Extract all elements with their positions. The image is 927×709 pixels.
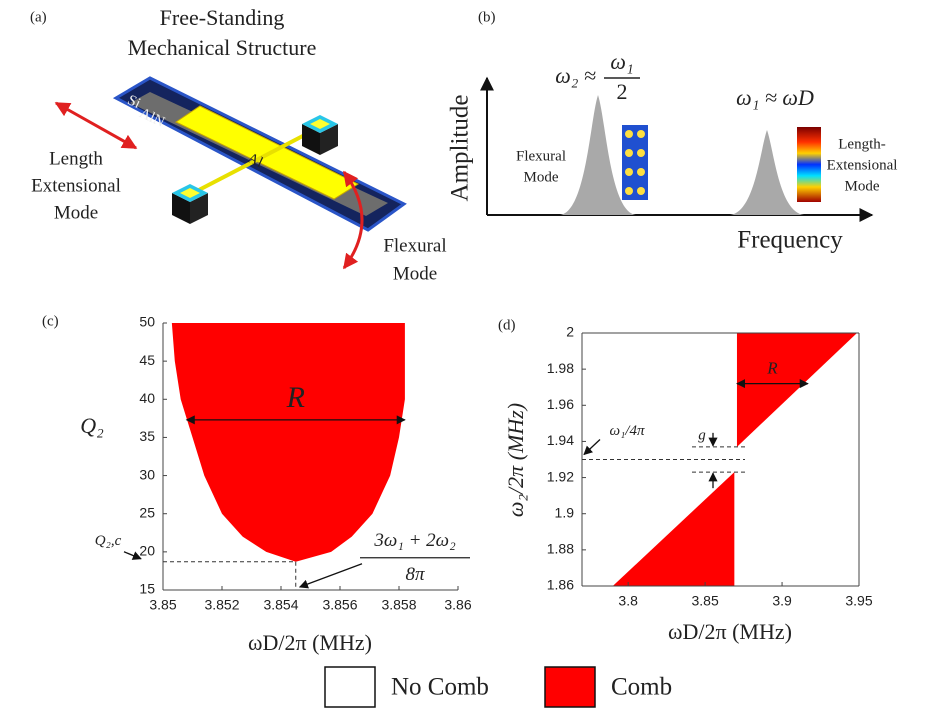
y-tick-label: 1.88 bbox=[547, 541, 574, 557]
x-tick-label: 3.852 bbox=[204, 597, 239, 613]
layer-label: Al bbox=[245, 150, 265, 171]
r-label: R bbox=[286, 381, 305, 414]
mode-label: Mode bbox=[54, 202, 98, 223]
formula: ω₂ ≈ bbox=[555, 63, 596, 88]
gap-label: g bbox=[698, 427, 706, 443]
x-tick-label: 3.854 bbox=[263, 597, 298, 613]
mode-arrow bbox=[54, 101, 138, 150]
mode-label: Extensional bbox=[827, 157, 898, 173]
y-tick-label: 1.96 bbox=[547, 396, 574, 412]
x-tick-label: 3.85 bbox=[691, 593, 718, 609]
y-tick-label: 40 bbox=[139, 390, 155, 406]
x-axis-label: ωD/2π (MHz) bbox=[668, 619, 792, 644]
panel-label: (b) bbox=[478, 9, 496, 25]
y-tick-label: 50 bbox=[139, 314, 155, 330]
x-tick-label: 3.85 bbox=[149, 597, 176, 613]
y-axis-label: Q₂ bbox=[80, 413, 104, 438]
y-tick-label: 1.9 bbox=[555, 504, 575, 520]
y-tick-label: 2 bbox=[566, 324, 574, 340]
mode-shape bbox=[797, 127, 821, 202]
axis-label: Frequency bbox=[737, 227, 843, 254]
formula: 3ω₁ + 2ω₂ bbox=[373, 530, 456, 551]
r-label: R bbox=[766, 359, 778, 378]
y-tick-label: 30 bbox=[139, 466, 155, 482]
title: Free-Standing bbox=[160, 5, 285, 30]
x-tick-label: 3.856 bbox=[322, 597, 357, 613]
y-tick-label: 45 bbox=[139, 352, 155, 368]
mode-shape bbox=[622, 125, 648, 200]
comb-region bbox=[612, 472, 735, 586]
threshold-label: Q₂,c bbox=[95, 533, 122, 549]
x-tick-label: 3.95 bbox=[845, 593, 872, 609]
peak bbox=[560, 95, 636, 215]
legend-swatch bbox=[324, 666, 376, 708]
annotation-arrow bbox=[298, 563, 363, 589]
y-tick-label: 1.94 bbox=[547, 432, 574, 448]
panel-label: (c) bbox=[42, 313, 59, 329]
mode-label: Flexural bbox=[383, 235, 446, 256]
y-tick-label: 20 bbox=[139, 543, 155, 559]
title: Mechanical Structure bbox=[128, 35, 317, 60]
y-tick-label: 1.92 bbox=[547, 468, 574, 484]
y-tick-label: 1.86 bbox=[547, 577, 574, 593]
x-axis-label: ωD/2π (MHz) bbox=[248, 630, 372, 655]
mode-label: Length bbox=[49, 148, 103, 169]
peak bbox=[730, 130, 804, 215]
tether bbox=[194, 124, 323, 194]
y-tick-label: 15 bbox=[139, 581, 155, 597]
legend-label: Comb bbox=[611, 674, 672, 701]
legend-swatch bbox=[544, 666, 596, 708]
anchor bbox=[172, 184, 208, 224]
y-tick-label: 35 bbox=[139, 428, 155, 444]
x-tick-label: 3.858 bbox=[381, 597, 416, 613]
anchor bbox=[302, 115, 338, 155]
y-axis-label: ω₂/2π (MHz) bbox=[503, 403, 528, 517]
comb-region bbox=[736, 333, 857, 447]
mode-label: Extensional bbox=[31, 175, 121, 196]
y-tick-label: 1.98 bbox=[547, 360, 574, 376]
mode-arrow bbox=[342, 170, 364, 270]
axis-label: Amplitude bbox=[447, 95, 474, 202]
mode-label: Length- bbox=[838, 136, 885, 152]
ref-label: ω₁/4π bbox=[610, 423, 645, 439]
panel-a: (a) Free-Standing Mechanical Structure S… bbox=[30, 5, 447, 284]
formula: 2 bbox=[617, 79, 628, 104]
formula: 8π bbox=[405, 564, 425, 585]
mode-label: Mode bbox=[393, 263, 437, 284]
y-tick-label: 25 bbox=[139, 504, 155, 520]
mode-label: Flexural bbox=[516, 148, 566, 164]
formula: ω₁ bbox=[610, 49, 633, 74]
comb-region bbox=[171, 323, 405, 562]
annotation-arrow bbox=[123, 551, 142, 560]
x-tick-label: 3.9 bbox=[772, 593, 792, 609]
panel-b: (b) Amplitude Frequency ω₂ ≈ ω₁ 2 ω₁ ≈ ω… bbox=[447, 9, 898, 253]
panel-label: (d) bbox=[498, 317, 516, 333]
annotation-arrow bbox=[583, 439, 601, 456]
mode-label: Mode bbox=[845, 178, 880, 194]
x-tick-label: 3.8 bbox=[618, 593, 638, 609]
legend-label: No Comb bbox=[391, 674, 489, 701]
formula: ω₁ ≈ ωD bbox=[736, 85, 814, 110]
panel-label: (a) bbox=[30, 9, 47, 25]
x-tick-label: 3.86 bbox=[444, 597, 471, 613]
mode-label: Mode bbox=[524, 169, 559, 185]
